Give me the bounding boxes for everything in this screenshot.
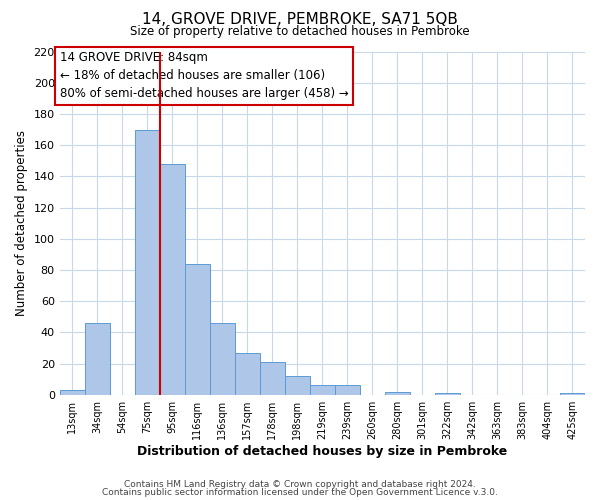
Bar: [210, 323, 235, 394]
Bar: [560, 393, 585, 394]
Bar: [285, 376, 310, 394]
Bar: [385, 392, 410, 394]
Bar: [135, 130, 160, 394]
Text: 14, GROVE DRIVE, PEMBROKE, SA71 5QB: 14, GROVE DRIVE, PEMBROKE, SA71 5QB: [142, 12, 458, 28]
Text: Contains public sector information licensed under the Open Government Licence v.: Contains public sector information licen…: [102, 488, 498, 497]
Bar: [160, 164, 185, 394]
Bar: [335, 386, 360, 394]
X-axis label: Distribution of detached houses by size in Pembroke: Distribution of detached houses by size …: [137, 444, 508, 458]
Bar: [59, 390, 85, 394]
Text: Size of property relative to detached houses in Pembroke: Size of property relative to detached ho…: [130, 25, 470, 38]
Text: Contains HM Land Registry data © Crown copyright and database right 2024.: Contains HM Land Registry data © Crown c…: [124, 480, 476, 489]
Bar: [435, 393, 460, 394]
Text: 14 GROVE DRIVE: 84sqm
← 18% of detached houses are smaller (106)
80% of semi-det: 14 GROVE DRIVE: 84sqm ← 18% of detached …: [59, 52, 349, 100]
Bar: [310, 386, 335, 394]
Bar: [260, 362, 285, 394]
Bar: [185, 264, 210, 394]
Bar: [85, 323, 110, 394]
Bar: [235, 352, 260, 395]
Y-axis label: Number of detached properties: Number of detached properties: [15, 130, 28, 316]
